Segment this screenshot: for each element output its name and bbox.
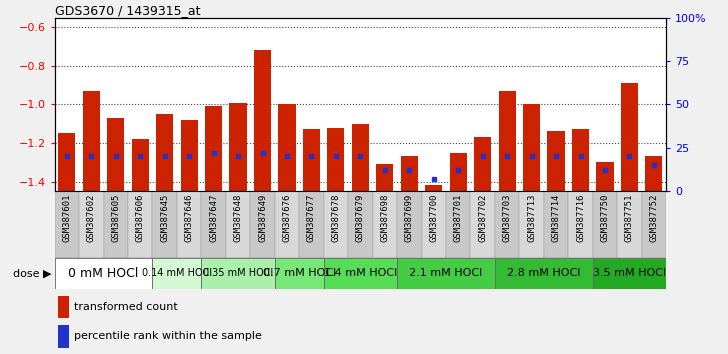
Bar <box>152 191 177 258</box>
Text: 0 mM HOCl: 0 mM HOCl <box>68 267 139 280</box>
Text: GSM387602: GSM387602 <box>87 193 96 241</box>
Bar <box>397 258 495 289</box>
Text: 2.1 mM HOCl: 2.1 mM HOCl <box>409 268 483 279</box>
Text: 3.5 mM HOCl: 3.5 mM HOCl <box>593 268 666 279</box>
Text: GSM387752: GSM387752 <box>649 193 658 241</box>
Text: GSM387751: GSM387751 <box>625 193 634 241</box>
Bar <box>569 191 593 258</box>
Bar <box>177 191 202 258</box>
Bar <box>274 258 324 289</box>
Text: GSM387646: GSM387646 <box>185 193 194 241</box>
Bar <box>55 258 152 289</box>
Bar <box>621 83 638 191</box>
Text: GSM387679: GSM387679 <box>356 193 365 241</box>
Bar <box>58 133 76 191</box>
Text: GSM387601: GSM387601 <box>63 193 71 241</box>
Bar <box>523 104 540 191</box>
Bar <box>324 258 397 289</box>
Bar <box>596 162 614 191</box>
Text: GSM387702: GSM387702 <box>478 193 487 241</box>
Text: GSM387703: GSM387703 <box>502 193 512 241</box>
Bar <box>226 191 250 258</box>
Bar <box>202 258 274 289</box>
Text: GSM387647: GSM387647 <box>209 193 218 241</box>
Bar <box>593 191 617 258</box>
Text: GSM387676: GSM387676 <box>282 193 291 241</box>
Bar <box>397 191 422 258</box>
Text: GSM387714: GSM387714 <box>552 193 561 241</box>
Bar <box>499 91 515 191</box>
Bar <box>593 258 666 289</box>
Bar <box>303 130 320 191</box>
Bar <box>446 191 470 258</box>
Bar <box>547 131 565 191</box>
Bar <box>645 156 662 191</box>
Text: transformed count: transformed count <box>74 302 178 312</box>
Text: GSM387698: GSM387698 <box>380 193 389 241</box>
Bar <box>422 191 446 258</box>
Text: GDS3670 / 1439315_at: GDS3670 / 1439315_at <box>55 4 200 17</box>
Text: GSM387678: GSM387678 <box>331 193 341 241</box>
Text: GSM387677: GSM387677 <box>307 193 316 241</box>
Bar <box>470 191 495 258</box>
Text: GSM387606: GSM387606 <box>135 193 145 241</box>
Bar <box>103 191 128 258</box>
Bar <box>107 118 124 191</box>
Text: GSM387645: GSM387645 <box>160 193 169 241</box>
Bar <box>55 191 79 258</box>
Bar <box>181 120 198 191</box>
Bar <box>450 153 467 191</box>
Bar <box>495 258 593 289</box>
Bar <box>617 191 641 258</box>
Bar <box>299 191 324 258</box>
Bar <box>474 137 491 191</box>
Bar <box>328 127 344 191</box>
Text: GSM387716: GSM387716 <box>576 193 585 241</box>
Text: GSM387605: GSM387605 <box>111 193 120 241</box>
Bar <box>278 104 296 191</box>
Bar <box>544 191 569 258</box>
Bar <box>519 191 544 258</box>
Text: 1.4 mM HOCl: 1.4 mM HOCl <box>324 268 397 279</box>
Text: GSM387648: GSM387648 <box>234 193 242 241</box>
Bar <box>79 191 103 258</box>
Bar <box>254 51 271 191</box>
Text: 0.35 mM HOCl: 0.35 mM HOCl <box>203 268 273 279</box>
Bar <box>376 164 393 191</box>
Bar <box>373 191 397 258</box>
Text: GSM387649: GSM387649 <box>258 193 267 241</box>
Bar <box>324 191 348 258</box>
Bar <box>250 191 274 258</box>
Text: 0.7 mM HOCl: 0.7 mM HOCl <box>263 268 336 279</box>
Text: GSM387699: GSM387699 <box>405 193 414 241</box>
Bar <box>132 139 149 191</box>
Bar <box>229 103 247 191</box>
Bar <box>58 325 68 348</box>
Bar <box>128 191 152 258</box>
Text: GSM387750: GSM387750 <box>601 193 609 241</box>
Bar <box>572 130 589 191</box>
Bar <box>641 191 666 258</box>
Bar <box>83 91 100 191</box>
Bar <box>400 156 418 191</box>
Bar <box>425 185 443 191</box>
Bar <box>274 191 299 258</box>
Bar <box>352 124 369 191</box>
Text: GSM387700: GSM387700 <box>430 193 438 241</box>
Text: GSM387701: GSM387701 <box>454 193 463 241</box>
Bar <box>348 191 373 258</box>
Text: dose ▶: dose ▶ <box>13 268 52 279</box>
Bar <box>58 296 68 318</box>
Bar <box>495 191 519 258</box>
Bar <box>202 191 226 258</box>
Bar <box>156 114 173 191</box>
Text: GSM387713: GSM387713 <box>527 193 536 241</box>
Text: percentile rank within the sample: percentile rank within the sample <box>74 331 262 342</box>
Bar <box>152 258 202 289</box>
Text: 2.8 mM HOCl: 2.8 mM HOCl <box>507 268 580 279</box>
Bar <box>205 106 222 191</box>
Text: 0.14 mM HOCl: 0.14 mM HOCl <box>142 268 212 279</box>
